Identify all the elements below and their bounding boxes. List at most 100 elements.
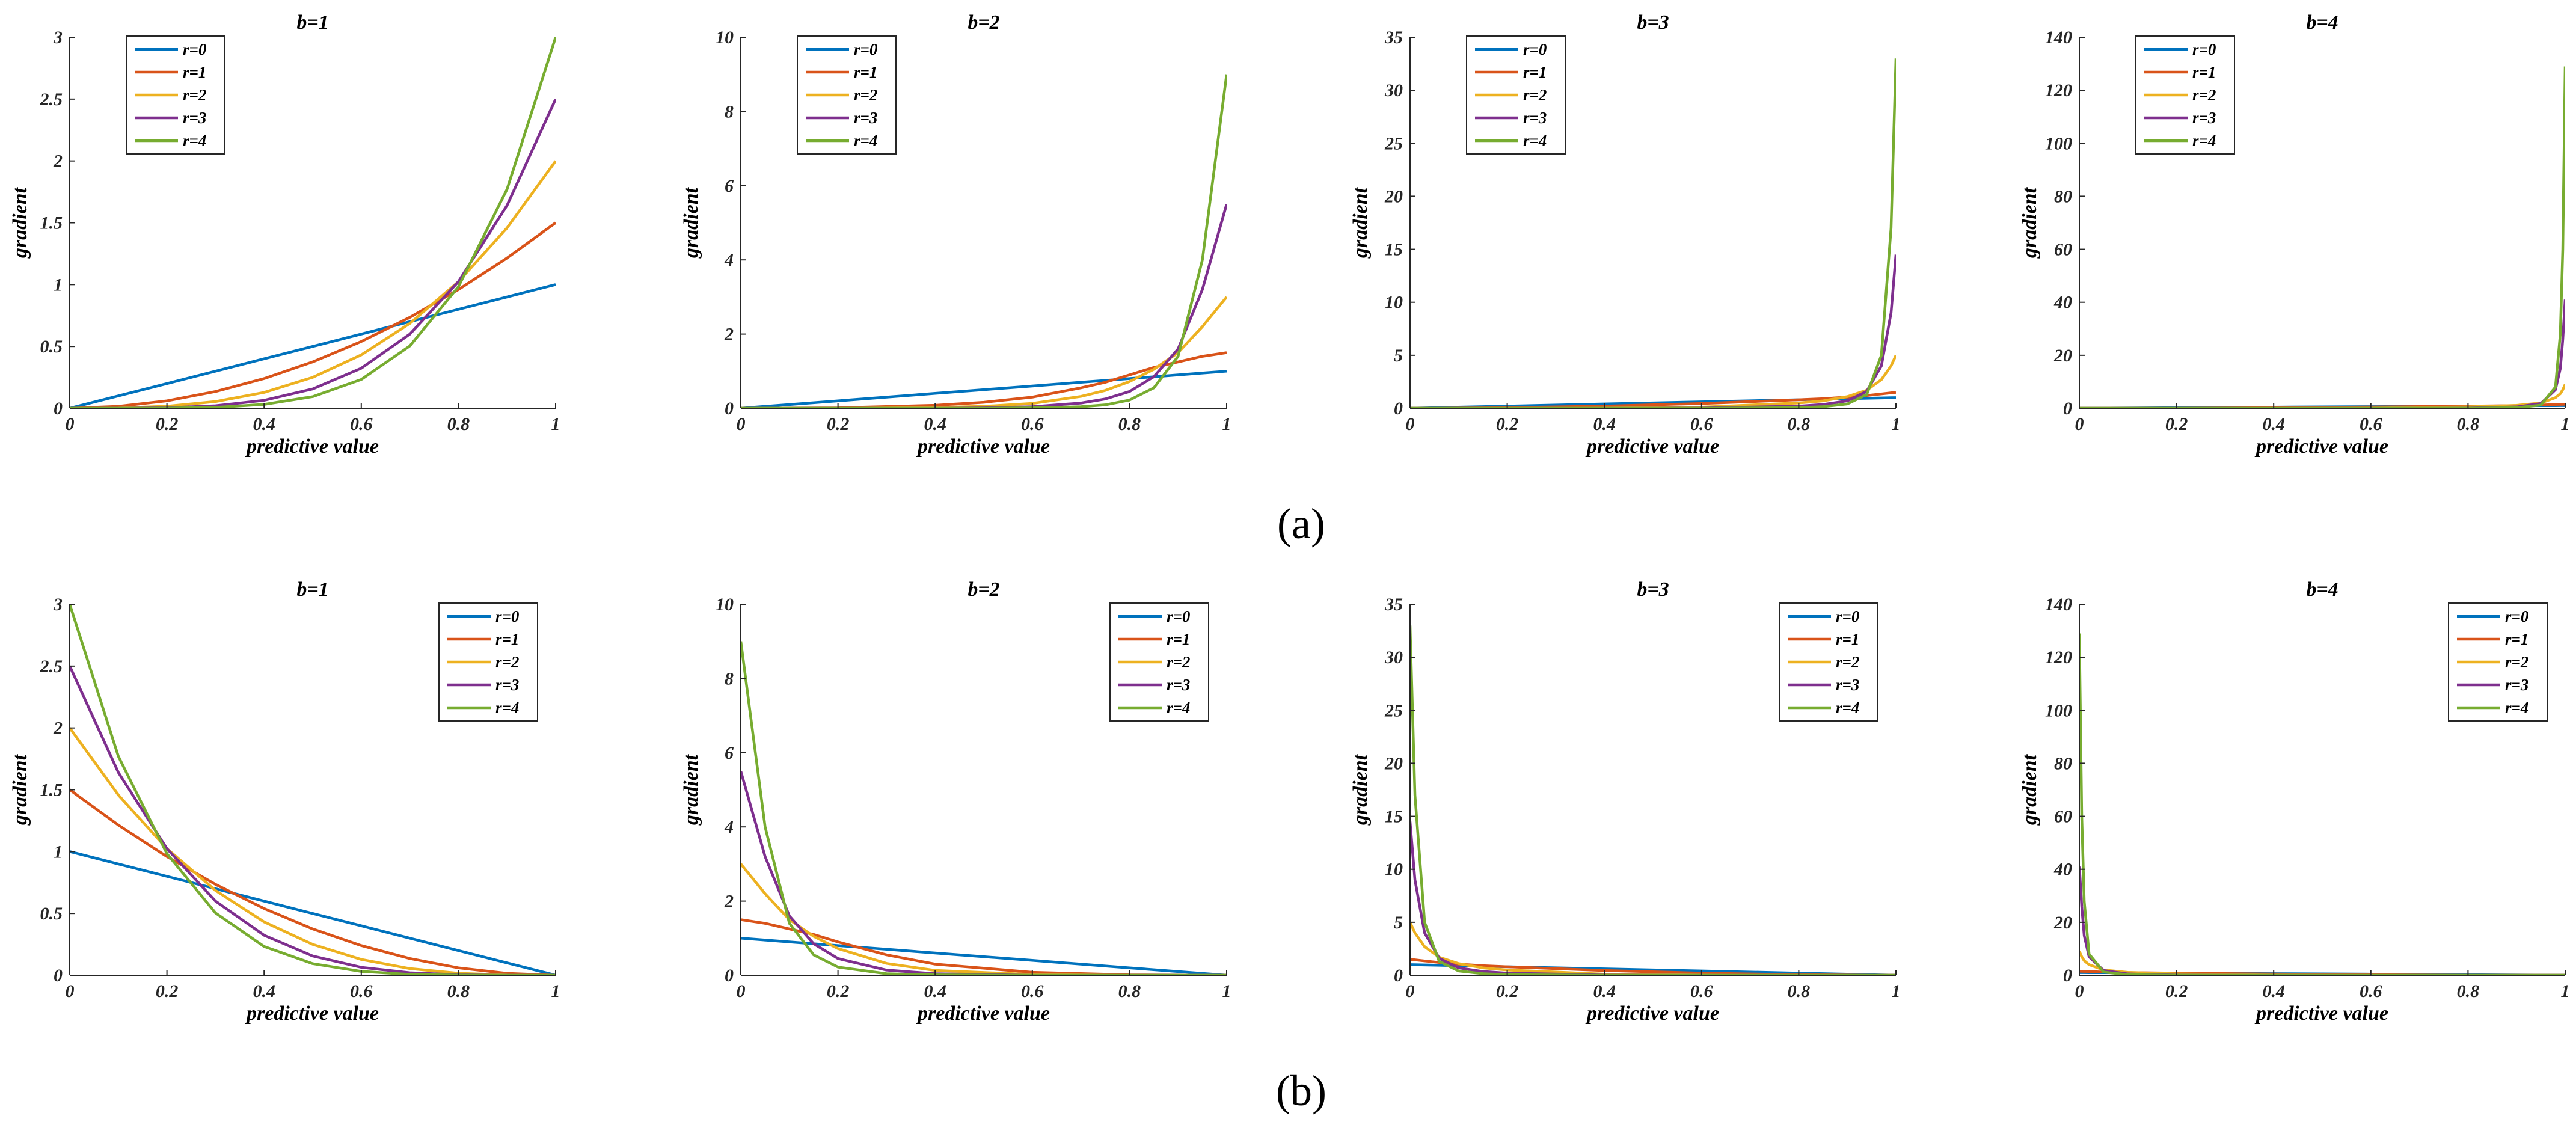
x-tick-label: 0.2 <box>827 414 850 434</box>
series-line-r4 <box>1410 625 1896 975</box>
series-line-r0 <box>70 850 556 975</box>
y-tick-label: 35 <box>1384 595 1403 615</box>
x-axis-label: predictive value <box>245 435 379 458</box>
y-tick-label: 100 <box>2045 133 2072 153</box>
legend: r=0 r=1 r=2 r=3 r=4 <box>2448 602 2548 722</box>
x-axis-label: predictive value <box>2254 435 2388 458</box>
y-tick-label: 3 <box>53 595 63 615</box>
x-tick-label: 0.8 <box>1788 981 1811 1001</box>
x-tick-label: 0.6 <box>2360 414 2382 434</box>
legend: r=0 r=1 r=2 r=3 r=4 <box>797 35 897 155</box>
y-tick-label: 80 <box>2054 753 2072 773</box>
y-axis-label: gradient <box>9 753 31 826</box>
legend-label-r4: r=4 <box>1167 699 1190 717</box>
legend-label-r4: r=4 <box>2505 699 2528 717</box>
subplot-title: b=2 <box>968 11 999 34</box>
legend-label-r2: r=2 <box>183 86 206 104</box>
y-tick-label: 0 <box>1394 966 1403 986</box>
x-tick-label: 0.2 <box>2165 414 2188 434</box>
y-tick-label: 0 <box>2063 966 2072 986</box>
legend-label-r4: r=4 <box>1836 699 1859 717</box>
legend-label-r1: r=1 <box>1167 630 1190 648</box>
y-axis-label: gradient <box>680 186 702 259</box>
legend-label-r1: r=1 <box>1836 630 1859 648</box>
y-axis-label: gradient <box>9 186 31 259</box>
x-tick-label: 0.6 <box>350 414 373 434</box>
y-tick-label: 60 <box>2054 240 2072 260</box>
y-tick-label: 140 <box>2045 28 2072 48</box>
legend-label-r3: r=3 <box>183 109 206 127</box>
legend-label-r0: r=0 <box>183 40 207 58</box>
x-tick-label: 0.8 <box>447 981 470 1001</box>
series-line-r1 <box>1410 391 1896 408</box>
y-axis-label: gradient <box>680 753 702 826</box>
legend: r=0 r=1 r=2 r=3 r=4 <box>1779 602 1878 722</box>
y-tick-label: 15 <box>1385 807 1403 827</box>
x-tick-label: 0.8 <box>1118 414 1141 434</box>
legend-label-r0: r=0 <box>1167 607 1191 625</box>
x-tick-label: 0 <box>66 981 75 1001</box>
series-line-r1 <box>70 788 556 975</box>
legend-label-r4: r=4 <box>854 132 877 150</box>
x-tick-label: 1 <box>1892 414 1901 434</box>
legend-label-r2: r=2 <box>2505 653 2528 671</box>
subplot-title: b=2 <box>968 578 999 601</box>
y-tick-label: 0 <box>725 966 734 986</box>
y-tick-label: 2.5 <box>40 657 63 676</box>
y-tick-label: 10 <box>716 595 734 615</box>
series-line-r3 <box>741 771 1227 975</box>
y-axis-label: gradient <box>2019 186 2041 259</box>
x-tick-label: 0 <box>1406 981 1415 1001</box>
x-tick-label: 0.6 <box>1021 414 1044 434</box>
y-tick-label: 2 <box>53 719 63 738</box>
x-tick-label: 0.4 <box>253 414 275 434</box>
x-tick-label: 0.2 <box>156 981 179 1001</box>
series-line-r4 <box>1410 58 1896 408</box>
y-tick-label: 4 <box>724 817 734 837</box>
y-tick-label: 0 <box>54 399 63 418</box>
series-line-r1 <box>1410 958 1896 975</box>
y-tick-label: 0.5 <box>40 904 63 924</box>
y-tick-label: 1 <box>54 842 63 862</box>
x-tick-label: 0.4 <box>2262 414 2285 434</box>
x-tick-label: 0 <box>737 981 746 1001</box>
x-tick-label: 1 <box>2561 981 2570 1001</box>
x-tick-label: 1 <box>551 414 560 434</box>
y-axis-label: gradient <box>2019 753 2041 826</box>
y-tick-label: 8 <box>725 669 734 688</box>
x-axis-label: predictive value <box>916 435 1050 458</box>
y-tick-label: 1 <box>54 275 63 295</box>
x-tick-label: 0.4 <box>924 414 946 434</box>
subplot-a-b4: 0 0.2 0.4 0.6 0.8 1 0 20 40 60 80 100 120 140 b=4 predi… <box>2019 11 2570 458</box>
x-tick-label: 0.8 <box>2457 981 2480 1001</box>
subplot-title: b=4 <box>2306 11 2338 34</box>
y-tick-label: 6 <box>725 743 734 763</box>
subplot-b-b4: 0 0.2 0.4 0.6 0.8 1 0 20 40 60 80 100 120 140 b=4 predi… <box>2019 578 2570 1025</box>
x-tick-label: 0.4 <box>1593 414 1616 434</box>
x-tick-label: 0.4 <box>2262 981 2285 1001</box>
panel-label-a: (a) <box>1277 500 1325 548</box>
x-tick-label: 0.2 <box>2165 981 2188 1001</box>
legend: r=0 r=1 r=2 r=3 r=4 <box>1466 35 1566 155</box>
y-tick-label: 20 <box>1384 753 1403 773</box>
legend-label-r3: r=3 <box>2192 109 2216 127</box>
series-line-r1 <box>741 351 1227 408</box>
subplot-title: b=3 <box>1637 11 1669 34</box>
legend-label-r0: r=0 <box>2192 40 2216 58</box>
x-tick-label: 0.4 <box>924 981 946 1001</box>
y-tick-label: 1.5 <box>40 213 63 233</box>
y-tick-label: 80 <box>2054 186 2072 206</box>
legend-label-r4: r=4 <box>2192 132 2216 150</box>
y-tick-label: 120 <box>2045 81 2072 100</box>
legend-label-r1: r=1 <box>183 63 206 81</box>
x-tick-label: 0 <box>737 414 746 434</box>
y-tick-label: 2 <box>724 892 734 912</box>
legend-label-r4: r=4 <box>1523 132 1547 150</box>
series-line-r1 <box>70 221 556 408</box>
x-axis-label: predictive value <box>1585 1002 1719 1025</box>
y-tick-label: 40 <box>2053 860 2072 880</box>
y-tick-label: 6 <box>725 176 734 196</box>
x-tick-label: 0 <box>66 414 75 434</box>
x-tick-label: 0.2 <box>1496 414 1519 434</box>
